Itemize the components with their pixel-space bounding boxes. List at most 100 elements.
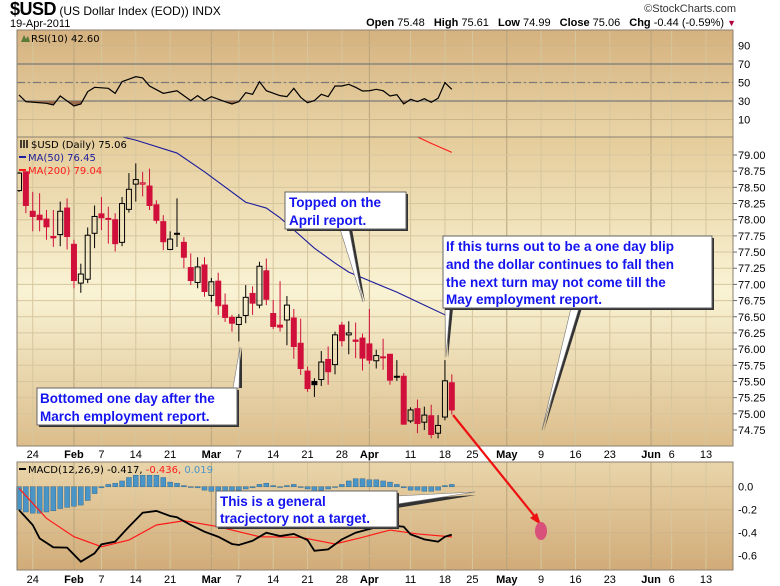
candle-body	[98, 213, 105, 219]
candle	[290, 308, 297, 359]
candle-body	[373, 355, 380, 362]
macd-histogram-bar	[236, 486, 242, 491]
candle-body	[70, 243, 77, 282]
candle-body	[132, 179, 139, 185]
candle	[428, 404, 435, 439]
candle	[277, 281, 284, 332]
x-axis-label: Mar	[202, 449, 222, 461]
callout-bottomed: Bottomed one day after the March employm…	[36, 346, 242, 427]
callout-blip: If this turns out to be a one day blip a…	[442, 235, 714, 431]
x-axis-label: 28	[336, 574, 348, 586]
x-axis-label: 7	[98, 574, 104, 586]
candle-body	[174, 232, 181, 235]
macd-histogram-bar	[449, 484, 455, 487]
candle-body	[407, 409, 414, 422]
x-axis-label: 6	[669, 574, 675, 586]
candle	[57, 201, 64, 247]
macd-histogram-bar	[139, 475, 146, 487]
high-label: High	[433, 17, 459, 29]
rsi-legend: RSI(10) 42.60	[21, 34, 100, 45]
candle-body	[435, 424, 442, 434]
macd-histogram-bar	[208, 486, 215, 492]
candle-body	[325, 358, 332, 373]
x-axis-label: 23	[604, 574, 616, 586]
symbol-name: (US Dollar Index (EOD))	[59, 4, 189, 18]
high-value: 75.61	[461, 17, 489, 29]
callout-line: the next turn may not come till the	[446, 275, 666, 290]
candle	[77, 263, 84, 293]
candle-body	[235, 316, 242, 326]
callout-line: Topped on the	[289, 195, 381, 210]
x-axis-label: 21	[301, 449, 313, 461]
candle	[208, 277, 215, 302]
callout-pointer-shadow	[544, 308, 582, 431]
macd-axis-label: 0.0	[738, 482, 753, 494]
macd-histogram-bar	[91, 486, 98, 494]
x-axis-label: 9	[538, 574, 544, 586]
macd-histogram-bar	[188, 486, 194, 488]
candle-body	[283, 304, 290, 321]
candle	[325, 346, 332, 385]
x-axis-label: 21	[301, 574, 313, 586]
callout-line: Bottomed one day after the	[40, 391, 215, 406]
candle-body	[366, 343, 373, 361]
candle	[283, 296, 290, 346]
macd-histogram-bar	[366, 479, 373, 487]
x-axis-label: 18	[439, 449, 451, 461]
candle	[373, 349, 380, 369]
macd-histogram-bar	[304, 486, 311, 490]
macd-histogram-bar	[43, 486, 50, 513]
chg-value: -0.44 (-0.59%)	[653, 17, 725, 29]
candle	[180, 237, 187, 269]
price-axis-label: 76.75	[738, 296, 766, 308]
candle-body	[338, 324, 345, 342]
candle-body	[311, 380, 318, 386]
price-axis-label: 78.00	[738, 215, 766, 227]
candle	[380, 338, 387, 370]
rsi-panel	[17, 30, 733, 137]
callout-line: This is a general	[220, 494, 326, 509]
candle	[421, 406, 428, 430]
price-axis-label: 74.75	[738, 425, 766, 437]
callout-line: If this turns out to be a one day blip	[446, 239, 674, 254]
macd-histogram-bar	[243, 486, 249, 490]
symbol: $USD	[10, 0, 57, 19]
macd-histogram-bar	[442, 485, 448, 487]
macd-axis-label: -0.2	[738, 505, 757, 517]
x-axis-label: 28	[336, 449, 348, 461]
arrow-line	[452, 414, 537, 519]
x-axis-label: 23	[604, 449, 616, 461]
macd-histogram-bar	[146, 475, 153, 487]
macd-histogram-bar	[84, 486, 91, 501]
candle	[43, 209, 50, 240]
candle-body	[125, 188, 132, 210]
candle	[139, 171, 146, 197]
price-axis-label: 75.00	[738, 409, 766, 421]
candle-body	[64, 207, 71, 238]
candle	[160, 215, 167, 251]
macd-histogram-bar	[435, 486, 441, 491]
candle	[50, 209, 57, 247]
macd-histogram-bar	[394, 484, 400, 487]
price-axis-label: 78.75	[738, 166, 766, 178]
x-axis-label: 21	[164, 574, 176, 586]
candle-body	[77, 273, 84, 284]
macd-panel-border	[16, 461, 734, 571]
callout-box	[215, 490, 398, 528]
rsi-plot	[18, 76, 453, 107]
x-axis-label: 25	[466, 449, 478, 461]
callout-box	[284, 191, 407, 230]
macd-histogram-bar	[153, 475, 160, 487]
macd-histogram-bar	[270, 485, 276, 487]
close-label: Close	[559, 17, 590, 29]
macd-histogram-bar	[98, 486, 105, 489]
macd-histogram-bar	[160, 477, 166, 487]
macd-histogram-bar	[105, 484, 112, 487]
candle	[304, 366, 311, 392]
x-axis-label: 14	[130, 574, 142, 586]
candle	[98, 197, 105, 231]
price-axis-label: 76.00	[738, 344, 766, 356]
macd-histogram-bar	[78, 486, 84, 506]
candle-body	[332, 334, 339, 366]
macd-histogram-bar	[23, 486, 29, 513]
